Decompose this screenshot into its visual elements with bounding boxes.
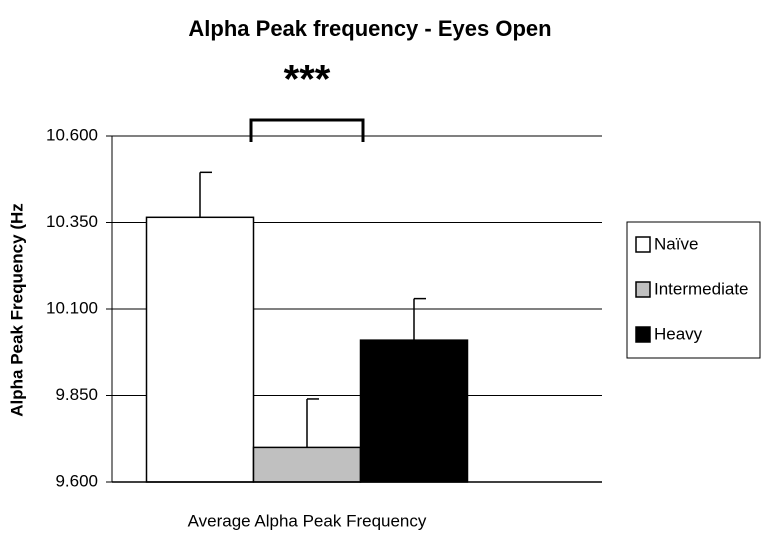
- x-tick-label: Average Alpha Peak Frequency: [188, 511, 427, 530]
- bar: [145, 216, 255, 483]
- bar: [359, 339, 469, 483]
- y-tick-label: 9.600: [55, 471, 98, 490]
- chart-title: Alpha Peak frequency - Eyes Open: [188, 16, 551, 41]
- legend-label: Heavy: [654, 324, 703, 343]
- y-tick-label: 10.600: [46, 125, 98, 144]
- y-tick-label: 9.850: [55, 385, 98, 404]
- legend-swatch: [635, 236, 651, 253]
- legend-swatch: [635, 326, 651, 343]
- significance-annotation: ***: [284, 58, 331, 102]
- legend-label: Intermediate: [654, 279, 749, 298]
- legend-swatch: [635, 281, 651, 298]
- y-axis-label: Alpha Peak Frequency (Hz: [7, 203, 26, 417]
- legend-label: Naïve: [654, 234, 698, 253]
- y-tick-label: 10.350: [46, 212, 98, 231]
- y-tick-label: 10.100: [46, 298, 98, 317]
- significance-bracket: [249, 118, 365, 142]
- bar: [252, 446, 362, 483]
